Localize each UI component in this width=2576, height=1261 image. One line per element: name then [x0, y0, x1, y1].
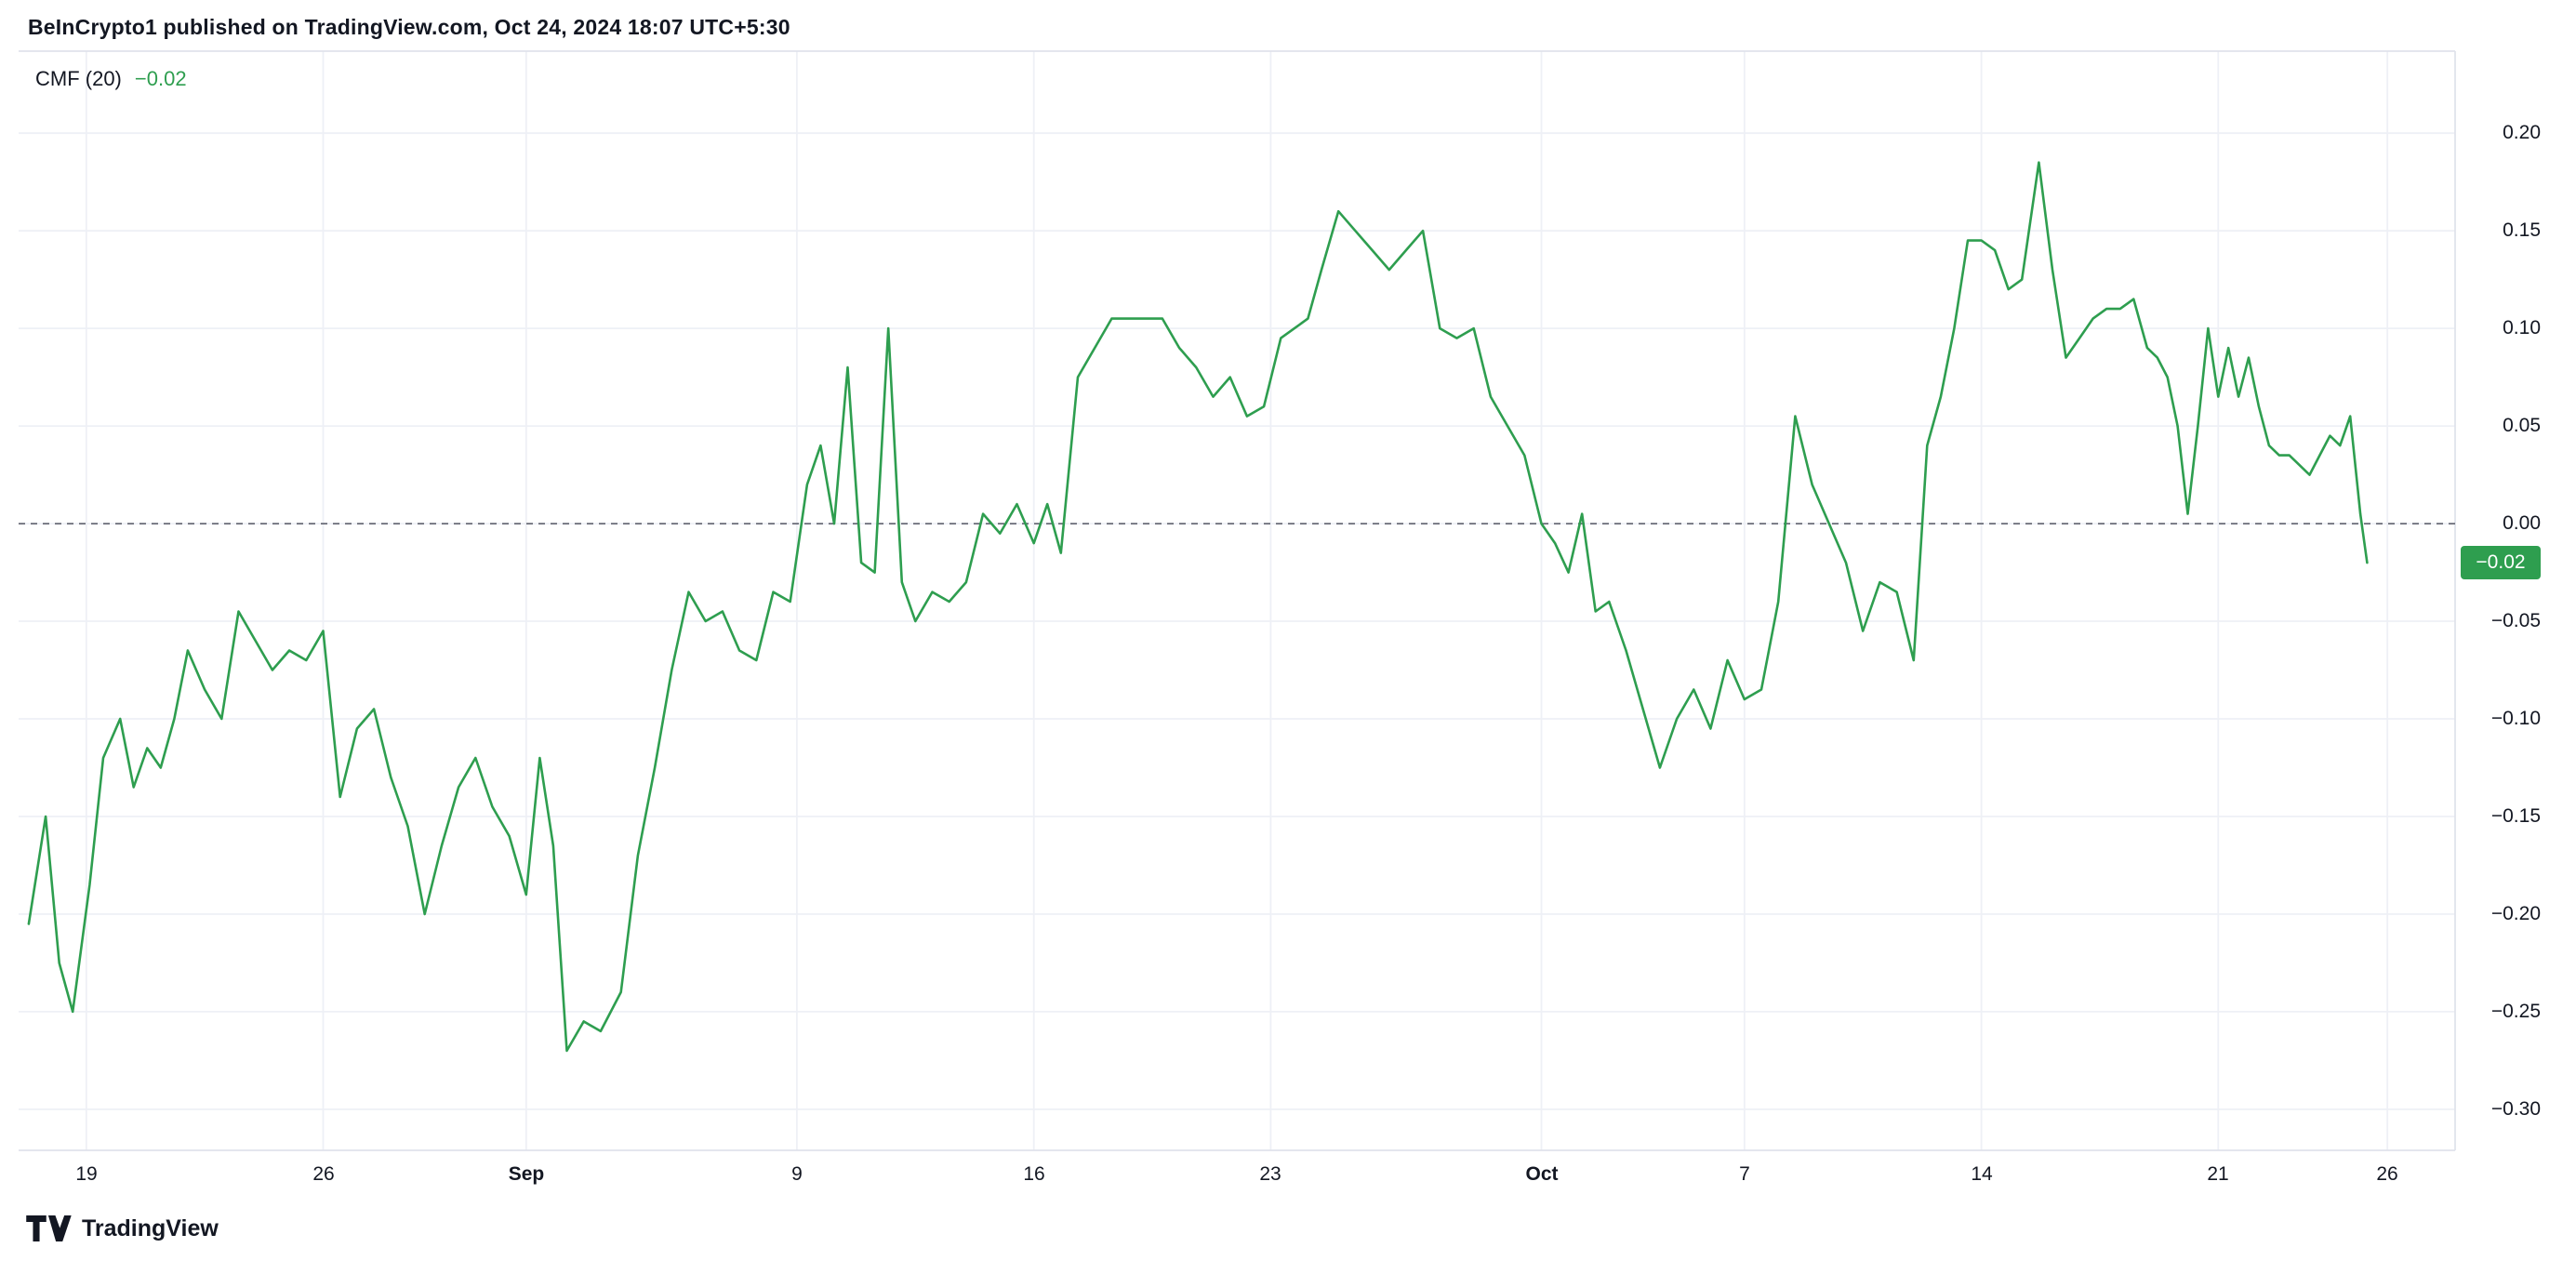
x-axis-label: Sep [508, 1163, 545, 1185]
price-badge: −0.02 [2461, 546, 2541, 579]
indicator-value: −0.02 [134, 67, 187, 90]
x-axis-label: 21 [2207, 1163, 2229, 1185]
y-axis-label: −0.30 [2490, 1098, 2541, 1120]
x-axis-label: 26 [312, 1163, 335, 1185]
y-axis-label: 0.15 [2503, 219, 2541, 241]
x-axis-label: 23 [1259, 1163, 1281, 1185]
y-axis-label: 0.20 [2503, 122, 2541, 143]
x-axis-label: 19 [75, 1163, 98, 1185]
footer-brand[interactable]: TradingView [26, 1212, 219, 1245]
x-axis-label: 16 [1023, 1163, 1045, 1185]
x-axis-label: Oct [1525, 1163, 1559, 1185]
x-axis-label: 7 [1739, 1163, 1750, 1185]
attribution-text: BeInCrypto1 published on TradingView.com… [28, 15, 790, 39]
cmf-line-series [27, 161, 2369, 1053]
y-axis-label: 0.05 [2503, 415, 2541, 436]
indicator-name: CMF (20) [35, 67, 122, 90]
y-axis-label: −0.25 [2490, 1001, 2541, 1022]
y-axis-label: −0.10 [2490, 708, 2541, 729]
tradingview-logo-icon [26, 1215, 72, 1241]
brand-name: TradingView [82, 1215, 219, 1241]
x-axis-label: 9 [791, 1163, 803, 1185]
y-axis-label: 0.10 [2503, 317, 2541, 338]
y-axis-label: −0.05 [2490, 610, 2541, 631]
indicator-legend[interactable]: CMF (20) −0.02 [35, 67, 187, 91]
y-axis-label: −0.20 [2490, 903, 2541, 924]
y-axis-label: 0.00 [2503, 512, 2541, 534]
x-axis-label: 14 [1971, 1163, 1993, 1185]
y-axis-label: −0.15 [2490, 805, 2541, 827]
x-axis-label: 26 [2376, 1163, 2398, 1185]
